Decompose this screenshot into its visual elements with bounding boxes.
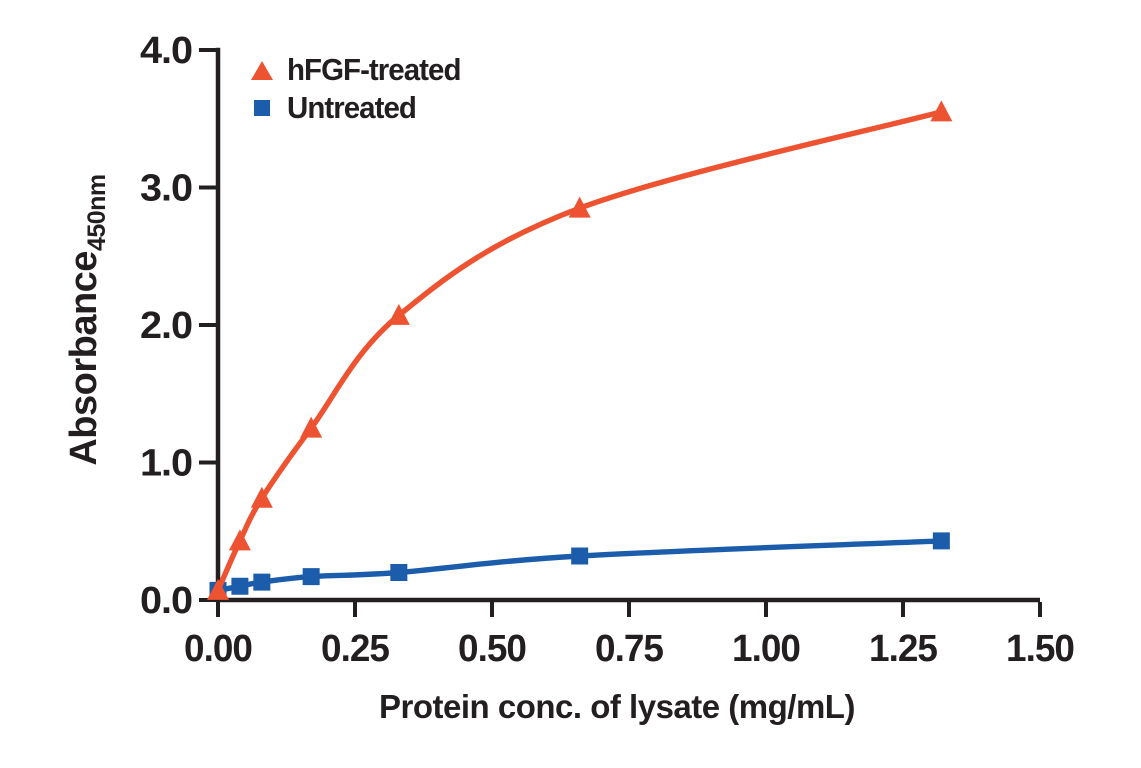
y-axis-title-subscript: 450nm (83, 174, 111, 251)
series-layer (207, 100, 953, 600)
y-tick-label: 2.0 (140, 305, 192, 347)
legend-marker-box (250, 60, 274, 80)
x-tick-label: 1.50 (1006, 628, 1074, 670)
legend-marker-box (250, 100, 274, 116)
data-point-hfgf-treated (228, 529, 251, 551)
data-point-hfgf-treated (930, 100, 953, 122)
legend: hFGF-treated Untreated (250, 53, 470, 125)
data-point-hfgf-treated (387, 303, 410, 325)
legend-label-hfgf-treated: hFGF-treated (287, 52, 461, 87)
y-tick-label: 4.0 (140, 30, 192, 72)
data-point-untreated (390, 564, 408, 581)
data-point-untreated (302, 568, 320, 586)
x-tick-label: 1.00 (732, 628, 800, 670)
y-tick-label: 1.0 (140, 443, 192, 485)
x-tick-label: 0.25 (321, 628, 390, 670)
y-tick-label: 0.0 (140, 580, 192, 622)
data-point-untreated (231, 577, 249, 595)
x-tick-label: 0.50 (458, 628, 526, 670)
data-point-hfgf-treated (207, 578, 229, 600)
x-tick-label: 0.00 (184, 628, 252, 670)
legend-item-hfgf-treated: hFGF-treated (250, 53, 470, 87)
legend-item-untreated: Untreated (250, 91, 470, 125)
legend-label-untreated: Untreated (287, 90, 417, 125)
series-hfgf-treated-curve (215, 109, 945, 594)
data-point-hfgf-treated (250, 486, 273, 508)
data-point-untreated (571, 547, 589, 565)
triangle-marker-icon (251, 60, 273, 80)
y-axis-title: Absorbance450nm (63, 174, 111, 465)
square-marker-icon (254, 100, 270, 116)
x-tick-label: 0.75 (595, 628, 664, 670)
y-tick-label: 3.0 (140, 168, 192, 210)
x-axis-title: Protein conc. of lysate (mg/mL) (379, 688, 855, 725)
axes-layer: 0.0 1.0 2.0 3.0 4.0 0.00 0.25 0.50 0.75 1.00 1.25 1… (140, 30, 1075, 670)
data-point-untreated (932, 532, 950, 550)
data-point-hfgf-treated (300, 416, 323, 438)
data-point-untreated (253, 573, 271, 591)
y-axis-title-main: Absorbance (63, 251, 105, 466)
data-point-hfgf-treated (568, 196, 591, 218)
x-tick-label: 1.25 (869, 628, 938, 670)
